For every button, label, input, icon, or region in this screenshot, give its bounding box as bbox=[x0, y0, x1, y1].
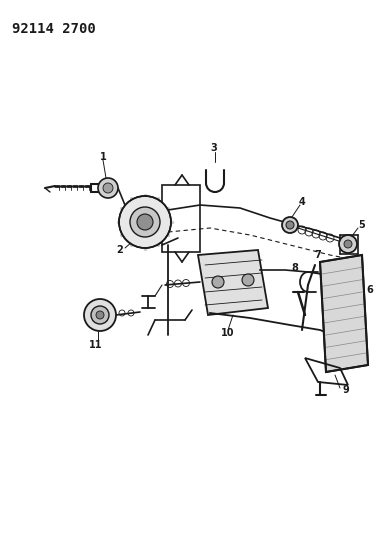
Text: 6: 6 bbox=[367, 285, 374, 295]
Text: 2: 2 bbox=[117, 245, 124, 255]
Text: 11: 11 bbox=[89, 340, 103, 350]
Circle shape bbox=[344, 240, 352, 248]
Circle shape bbox=[96, 311, 104, 319]
Circle shape bbox=[339, 235, 357, 253]
Text: 4: 4 bbox=[299, 197, 306, 207]
Circle shape bbox=[91, 306, 109, 324]
Circle shape bbox=[84, 299, 116, 331]
Circle shape bbox=[282, 217, 298, 233]
Circle shape bbox=[130, 207, 160, 237]
Circle shape bbox=[137, 214, 153, 230]
Circle shape bbox=[119, 196, 171, 248]
Text: 8: 8 bbox=[291, 263, 298, 273]
Text: 7: 7 bbox=[315, 250, 321, 260]
Circle shape bbox=[286, 221, 294, 229]
Polygon shape bbox=[198, 250, 268, 315]
Text: 9: 9 bbox=[343, 385, 349, 395]
Text: 92114 2700: 92114 2700 bbox=[12, 22, 96, 36]
Text: 3: 3 bbox=[211, 143, 217, 153]
Polygon shape bbox=[320, 255, 368, 372]
Circle shape bbox=[242, 274, 254, 286]
Text: 10: 10 bbox=[221, 328, 235, 338]
Circle shape bbox=[212, 276, 224, 288]
Text: 1: 1 bbox=[100, 152, 106, 162]
Circle shape bbox=[98, 178, 118, 198]
Text: 5: 5 bbox=[359, 220, 366, 230]
Circle shape bbox=[103, 183, 113, 193]
